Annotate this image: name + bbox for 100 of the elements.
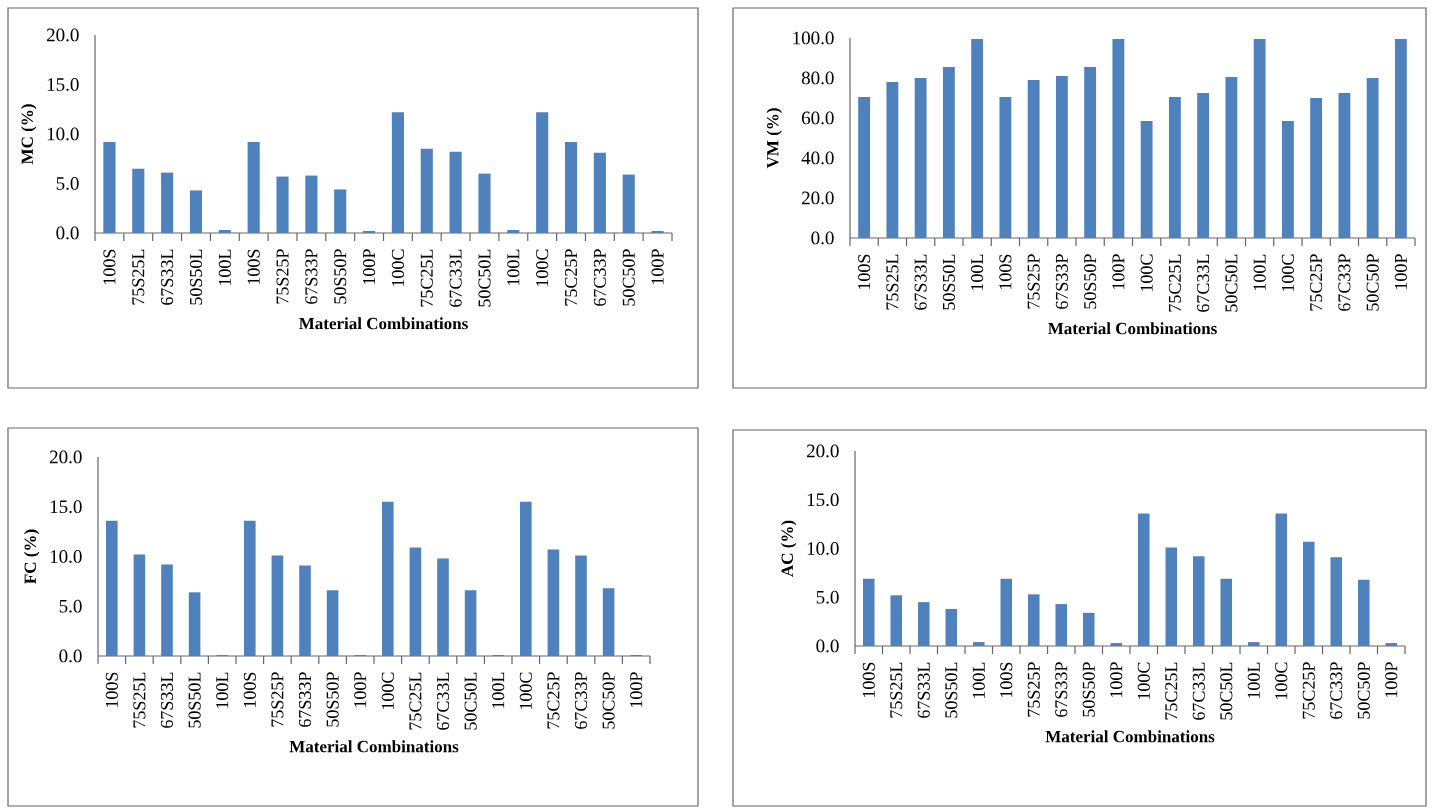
x-tick-label: 100P [651,249,664,285]
y-axis-title: VM (%) [766,108,782,169]
y-tick-label: 20.0 [49,450,82,464]
y-tick-label: 0.0 [811,231,834,245]
bar [547,549,560,656]
y-tick-label: 15.0 [807,493,839,507]
x-tick-label: 100L [492,672,505,709]
bar [299,565,311,656]
bar [914,77,927,238]
bar [1338,92,1351,238]
x-tick-label: 100S [243,672,256,708]
x-tick-label: 100L [507,249,520,286]
x-tick-label: 75S25P [271,672,284,727]
x-tick-label: 50S50L [942,254,955,310]
x-tick-label: 67C33L [436,672,450,730]
bar [244,520,256,656]
x-tick-label: 100S [999,254,1012,290]
x-tick-label: 67S33L [161,249,174,305]
x-tick-label: 67C33L [449,249,462,307]
bar [1366,77,1379,238]
y-axis-title: MC (%) [21,104,37,165]
x-tick-label: 67S33P [1055,662,1068,717]
bar [973,642,985,646]
bar [886,81,899,238]
x-tick-label: 100C [381,672,394,710]
x-tick-label: 75S25L [132,249,145,305]
bar [564,141,578,233]
x-tick-label: 75C25P [564,249,578,306]
x-tick-label: 67C33P [593,249,606,306]
y-tick-label: 20.0 [802,191,834,205]
y-tick-label: 10.0 [50,550,82,563]
x-tick-label: 75S25L [890,662,903,718]
bar [409,547,422,656]
bar [890,595,903,646]
bar [276,176,289,233]
x-tick-label: 100L [1253,254,1266,291]
y-tick-label: 15.0 [50,500,82,514]
x-tick-label: 100P [362,249,376,285]
bar [218,230,231,233]
bar [1055,75,1068,238]
bar [247,141,260,233]
x-tick-label: 50C50P [1366,254,1379,311]
x-tick-label: 75S25L [886,254,899,310]
y-tick-label: 20.0 [46,28,79,42]
y-axis-title: AC (%) [781,520,797,577]
bar [862,578,875,646]
x-tick-label: 67C33L [1192,662,1205,720]
x-axis-title: Material Combinations [299,317,468,330]
x-tick-label: 100P [1110,662,1123,698]
bar [1281,120,1294,238]
x-tick-label: 50C50L [1220,662,1233,720]
x-axis-title: Material Combinations [1048,322,1217,335]
x-tick-label: 75S25P [276,249,289,304]
y-tick-label: 40.0 [801,151,834,165]
bar [391,112,404,233]
bar [520,501,532,656]
y-tick-label: 100.0 [793,31,834,45]
bar [942,66,955,238]
bar [536,112,549,233]
y-tick-label: 0.0 [59,649,82,663]
bar [1165,547,1178,646]
bar [1112,38,1125,238]
bar [1084,66,1097,238]
y-tick-label: 20.0 [807,444,839,458]
x-tick-label: 100L [218,249,231,286]
x-tick-label: 75C25L [1165,662,1178,720]
bar [1027,79,1040,238]
bar [1358,579,1370,646]
bar [305,175,318,233]
bar [917,602,930,646]
x-tick-label: 100S [105,672,118,708]
x-tick-label: 100P [630,672,643,708]
x-tick-label: 50C50L [1225,254,1238,312]
y-tick-label: 15.0 [47,78,79,91]
bar [1394,38,1407,238]
x-tick-label: 75S25P [1027,254,1040,309]
x-tick-label: 100P [1394,254,1407,290]
bar [464,590,477,656]
x-tick-label: 67S33L [917,662,930,718]
bar [133,554,146,656]
x-tick-label: 75C25P [547,672,560,729]
x-tick-label: 50S50L [945,662,958,718]
x-tick-label: 100P [1385,662,1398,698]
x-tick-label: 100L [216,672,229,709]
x-tick-label: 100C [1137,662,1150,700]
bar [478,173,491,233]
y-tick-label: 80.0 [801,71,834,85]
x-tick-label: 67S33P [1055,254,1068,309]
y-tick-label: 60.0 [801,111,834,125]
bar [1253,38,1266,238]
x-tick-label: 50S50L [188,672,201,728]
x-tick-label: 100L [971,254,984,291]
bar [602,588,615,656]
y-tick-label: 10.0 [807,542,839,555]
x-tick-label: 75C25L [420,249,433,307]
bar [1110,643,1123,646]
bar [1275,513,1288,646]
x-tick-label: 50S50P [1082,662,1095,717]
bar [1220,578,1233,646]
y-tick-label: 5.0 [59,599,82,613]
